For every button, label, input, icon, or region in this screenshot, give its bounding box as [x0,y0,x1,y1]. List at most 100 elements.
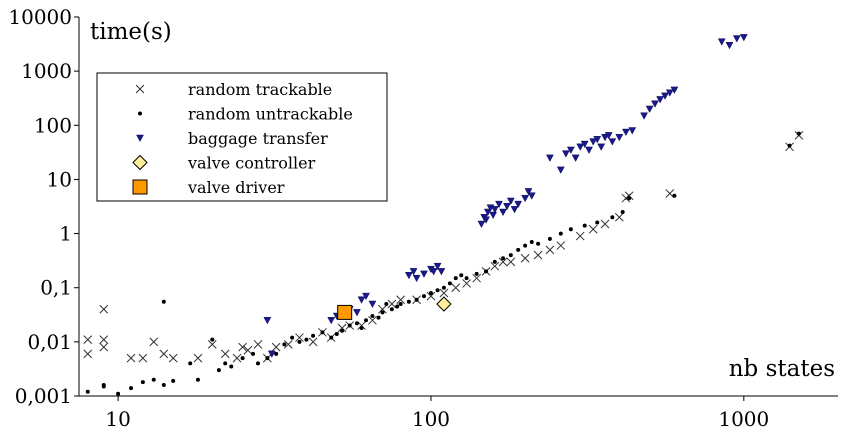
data-point [370,314,375,319]
axis-ticks: 0,001 0,01 0,1 1 10 100 1000 10000 10 100 1000 [8,5,769,431]
data-point [506,257,516,267]
data-point [368,300,377,309]
data-point [421,294,426,299]
data-point [271,342,281,352]
data-point [428,290,433,295]
data-point [238,342,247,352]
legend-label: baggage transfer [188,129,328,148]
data-point [661,92,669,100]
data-point [672,193,677,198]
y-axis-title: time(s) [90,19,172,45]
data-point [251,351,256,356]
data-point [601,134,609,142]
data-point [304,337,309,342]
data-point [503,202,511,211]
data-point [453,276,458,281]
data-point [490,206,499,214]
data-point [521,194,530,203]
axes [78,17,838,397]
data-point [640,112,649,120]
series-valve-controller [436,296,452,312]
data-point [732,35,741,43]
x-axis-title: nb states [729,356,835,382]
data-point [739,34,748,42]
data-point [520,253,530,263]
data-point [376,315,381,320]
data-point [337,323,347,333]
data-point [566,146,575,154]
data-point [624,191,634,201]
data-point [610,215,615,220]
legend-label: random trackable [188,80,332,99]
data-point [99,304,109,314]
series-valve-driver [337,304,353,320]
data-point [597,143,606,151]
data-point [99,335,109,344]
data-point [665,89,674,97]
data-point [357,296,366,304]
data-point [380,310,385,315]
data-point [558,231,563,236]
data-point [576,143,585,151]
data-point [482,216,490,224]
data-point [362,292,370,301]
data-point [126,353,136,363]
legend-label: random untrackable [188,105,353,124]
data-point [329,335,334,340]
data-point [437,268,446,276]
data-point [207,339,217,349]
data-point [283,339,293,349]
data-point [340,328,345,333]
data-point [159,349,169,359]
data-point [389,307,394,312]
data-point [796,131,801,136]
legend-marker [138,111,142,116]
data-point [229,364,234,369]
data-point [384,302,389,307]
legend-marker [136,134,144,143]
series-random-untrackable [85,131,801,396]
data-point [398,302,403,307]
data-point [282,342,287,347]
data-point [645,105,654,114]
data-point [725,42,734,50]
data-point [501,256,506,261]
data-point [83,349,93,359]
data-point [600,219,610,229]
data-point [140,380,145,385]
data-point [168,353,178,363]
data-point [536,241,541,246]
data-point [220,349,230,359]
y-tick-label: 1000 [21,59,72,83]
data-point [451,283,461,293]
data-point [477,220,486,229]
data-point [265,356,270,361]
data-point [116,391,121,396]
data-point [243,345,253,355]
data-point [523,243,528,248]
x-tick-label: 100 [412,407,450,431]
data-point [527,192,536,200]
data-point [216,368,221,373]
data-point [353,309,361,317]
data-point [459,273,464,278]
data-point [545,154,554,162]
data-point [628,127,637,135]
data-point [524,188,533,196]
data-point [561,150,570,158]
data-point [556,166,565,174]
data-point [232,353,242,363]
y-tick-label: 0,1 [40,276,72,300]
data-point [396,295,405,305]
data-point [589,138,598,146]
data-point [464,276,469,281]
data-point [489,211,498,220]
data-point [508,253,513,258]
data-point [582,223,587,228]
data-point [409,268,418,276]
data-point [529,239,534,244]
data-point [495,200,503,209]
data-point [267,350,276,358]
data-point [547,236,552,241]
